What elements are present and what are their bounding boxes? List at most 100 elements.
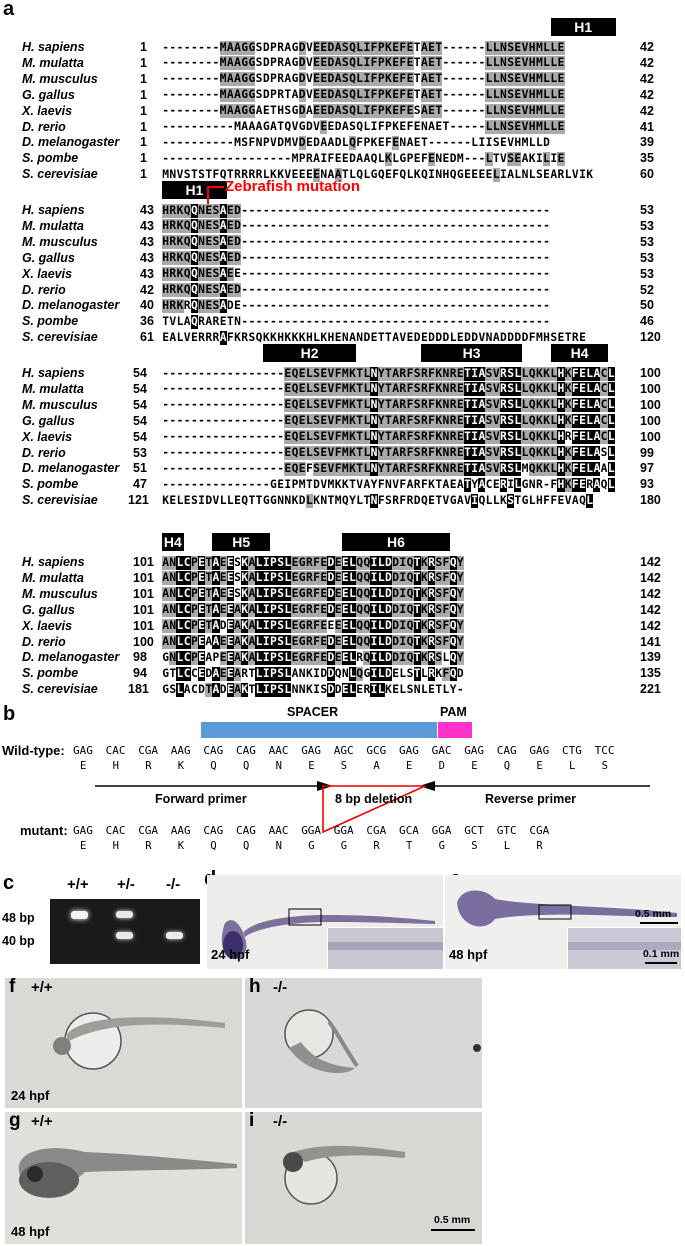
sequence-row: HRKRQNESADE-----------------------------… [162,299,550,313]
sequence-row: -----------------EQELSEVFMKTLNYTARFSRFKN… [162,446,615,460]
species-name: H. sapiens [22,203,85,217]
sequence-row: ANLCPETAEESKALIPSLEGRFEDEELQQILDDIQTKRSF… [162,556,464,570]
gel-image [50,899,200,964]
wt-codon: GCG [366,744,386,757]
species-name: D. rerio [22,283,66,297]
wt-codon: GAG [399,744,419,757]
mut-codon: AAC [269,824,289,837]
seq-start: 101 [133,555,154,569]
species-name: G. gallus [22,414,75,428]
sequence-row: -----------------EQELSEVFMKTLNYTARFSRFKN… [162,414,615,428]
band-het-48 [116,911,133,918]
seq-end: 142 [640,571,661,585]
mut-aminoacid: S [471,840,477,852]
species-name: S. pombe [22,314,78,328]
species-name: S. pombe [22,477,78,491]
species-name: D. melanogaster [22,135,119,149]
sequence-row: HRKQQNESAED-----------------------------… [162,251,550,265]
mut-codon: CAG [203,824,223,837]
panel-label-c: c [3,872,14,895]
wt-codon: GAC [432,744,452,757]
seq-start: 1 [140,120,147,134]
seq-end: 53 [640,219,654,233]
sequence-row: ------------------MPRAIFEEDAAQLKLGPEFENE… [162,152,565,166]
sequence-row: --------MAAGGSDPRAGDVEEDASQLIFPKEFETAET-… [162,56,565,70]
lane-het-label: +/- [117,876,135,893]
wt-codon: GAG [464,744,484,757]
sequence-row: ANLCPETAEESKALIPSLEGRFEDEELQQILDDIQTKRSF… [162,587,464,601]
wt-codon: CAG [203,744,223,757]
helix-bar-3-2: H6 [342,533,450,551]
species-name: M. mulatta [22,382,84,396]
sequence-row: GNLCPEAPEEAKALIPSLEGRFEDEELRQILDDIQTKRSL… [162,651,464,665]
species-name: M. musculus [22,398,98,412]
seq-start: 61 [140,330,154,344]
seq-end: 100 [640,414,661,428]
seq-end: 42 [640,40,654,54]
sequence-row: HRKQQNESAED-----------------------------… [162,283,550,297]
species-name: D. rerio [22,446,66,460]
seq-start: 43 [140,235,154,249]
wt-aminoacid: S [341,760,347,772]
mut-aminoacid: K [178,840,184,852]
species-name: D. rerio [22,120,66,134]
wildtype-label: Wild-type: [2,743,65,758]
band-mut-40 [166,932,183,939]
sequence-row: ----------MAAAGATQVGDVEEDASQLIFPKEFENAET… [162,120,565,134]
scale-bar-main [640,922,678,924]
seq-start: 1 [140,40,147,54]
species-name: M. musculus [22,72,98,86]
wt-codon: GAG [301,744,321,757]
sequence-row: HRKQQNESAED-----------------------------… [162,219,550,233]
mutation-pointer [200,180,230,210]
sequence-row: ANLCPETADEAKALIPSLEGRFEEEELQQILDDIQTKRSF… [162,619,464,633]
scale-i-label: 0.5 mm [434,1214,470,1226]
seq-end: 180 [640,493,661,507]
seq-start: 100 [133,635,154,649]
sequence-row: ANLCPETAEEAKALIPSLEGRFEDEELQQILDDIQTKRSF… [162,603,464,617]
seq-start: 54 [133,414,147,428]
seq-start: 1 [140,104,147,118]
species-name: S. cerevisiae [22,330,98,344]
species-name: X. laevis [22,619,72,633]
wt-codon: CTG [562,744,582,757]
species-name: D. melanogaster [22,298,119,312]
species-name: S. cerevisiae [22,493,98,507]
mut-aminoacid: R [145,840,151,852]
species-name: G. gallus [22,88,75,102]
sequence-row: -----------------EQELSEVFMKTLNYTARFSRFKN… [162,367,615,381]
mut-codon: CAC [106,824,126,837]
sequence-row: GSLACDTADEAKTLIPSLNNKISDDELERILKELSNLETL… [162,683,464,697]
seq-start: 1 [140,135,147,149]
seq-start: 101 [133,587,154,601]
seq-start: 54 [133,366,147,380]
stage-24hpf-label: 24 hpf [211,947,249,962]
wt-aminoacid: R [145,760,151,772]
insitu-48hpf-image: 48 hpf 0.5 mm 0.1 mm [445,875,681,969]
sequence-row: -----------------EQELSEVFMKTLNYTARFSRFKN… [162,398,615,412]
seq-end: 35 [640,151,654,165]
mut-codon: CGA [366,824,386,837]
seq-end: 42 [640,88,654,102]
sequence-row: --------MAAGGSDPRAGDVEEDASQLIFPKEFETAET-… [162,41,565,55]
mut-aminoacid: N [276,840,282,852]
seq-start: 101 [133,619,154,633]
pam-bar [438,722,472,738]
seq-start: 101 [133,603,154,617]
wt-aminoacid: N [276,760,282,772]
seq-end: 142 [640,587,661,601]
zebrafish-mutation-annotation: Zebrafish mutation [225,178,360,195]
sequence-row: GTLCCEDAEEARTLIPSLANKIDDQNLQGILDELSTLRKF… [162,667,464,681]
seq-start: 1 [140,151,147,165]
seq-start: 43 [140,219,154,233]
seq-start: 98 [133,650,147,664]
species-name: M. mulatta [22,56,84,70]
helix-bar-3-1: H5 [212,533,270,551]
seq-end: 46 [640,314,654,328]
wt-aminoacid: S [602,760,608,772]
species-name: M. musculus [22,235,98,249]
seq-end: 42 [640,104,654,118]
mut-aminoacid: R [373,840,379,852]
pam-label: PAM [440,705,467,719]
helix-bar-2-1: H3 [421,344,522,362]
